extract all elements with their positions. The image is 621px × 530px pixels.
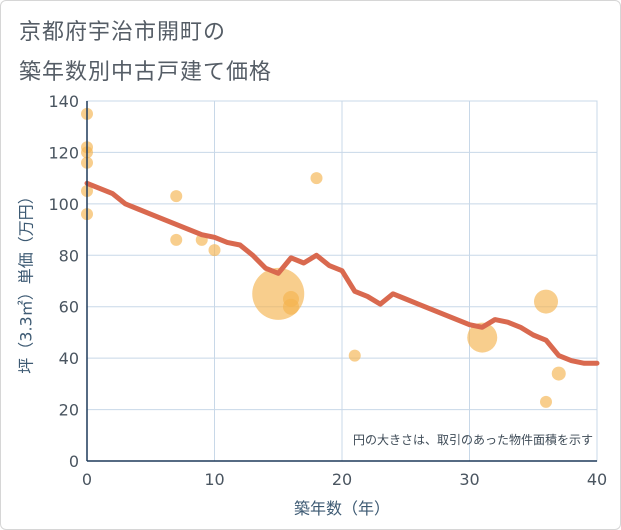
- y-tick-label: 140: [48, 92, 79, 111]
- average-line-series: [84, 180, 600, 366]
- y-tick-label: 0: [69, 452, 79, 471]
- x-tick-label: 30: [459, 470, 479, 489]
- data-bubble: [283, 298, 299, 315]
- y-tick-label: 80: [59, 246, 79, 265]
- data-bubble: [170, 190, 183, 203]
- axes: 0 20 40 60 80 100 120 140 0 10 20 30 40: [48, 92, 607, 489]
- x-tick-label: 0: [82, 470, 92, 489]
- y-tick-label: 60: [59, 298, 79, 317]
- average-price-line: [84, 180, 600, 366]
- data-bubble: [540, 395, 552, 408]
- y-axis-label: 坪（3.3㎡）単価（万円）: [17, 188, 36, 373]
- chart-title-line-2: 築年数別中古戸建て価格: [19, 60, 273, 85]
- x-tick-label: 20: [332, 470, 352, 489]
- grid-lines: [86, 100, 598, 462]
- y-tick-label: 20: [59, 401, 79, 420]
- data-bubble: [348, 349, 361, 362]
- size-legend-note: 円の大きさは、取引のあった物件面積を示す: [353, 432, 593, 447]
- x-axis-label: 築年数（年）: [294, 499, 390, 518]
- data-bubble: [310, 172, 323, 185]
- data-bubble: [170, 233, 183, 246]
- data-bubble: [551, 366, 566, 381]
- y-tick-label: 120: [48, 143, 79, 162]
- x-tick-label: 10: [204, 470, 224, 489]
- data-bubble: [467, 322, 498, 353]
- chart-title-line-1: 京都府宇治市開町の: [19, 20, 227, 45]
- y-tick-label: 40: [59, 349, 79, 368]
- data-bubble: [208, 244, 221, 257]
- data-bubble: [534, 289, 558, 314]
- x-tick-label: 40: [587, 470, 607, 489]
- axis-labels: 築年数（年） 坪（3.3㎡）単価（万円） 円の大きさは、取引のあった物件面積を示…: [17, 188, 594, 518]
- y-tick-label: 100: [48, 195, 79, 214]
